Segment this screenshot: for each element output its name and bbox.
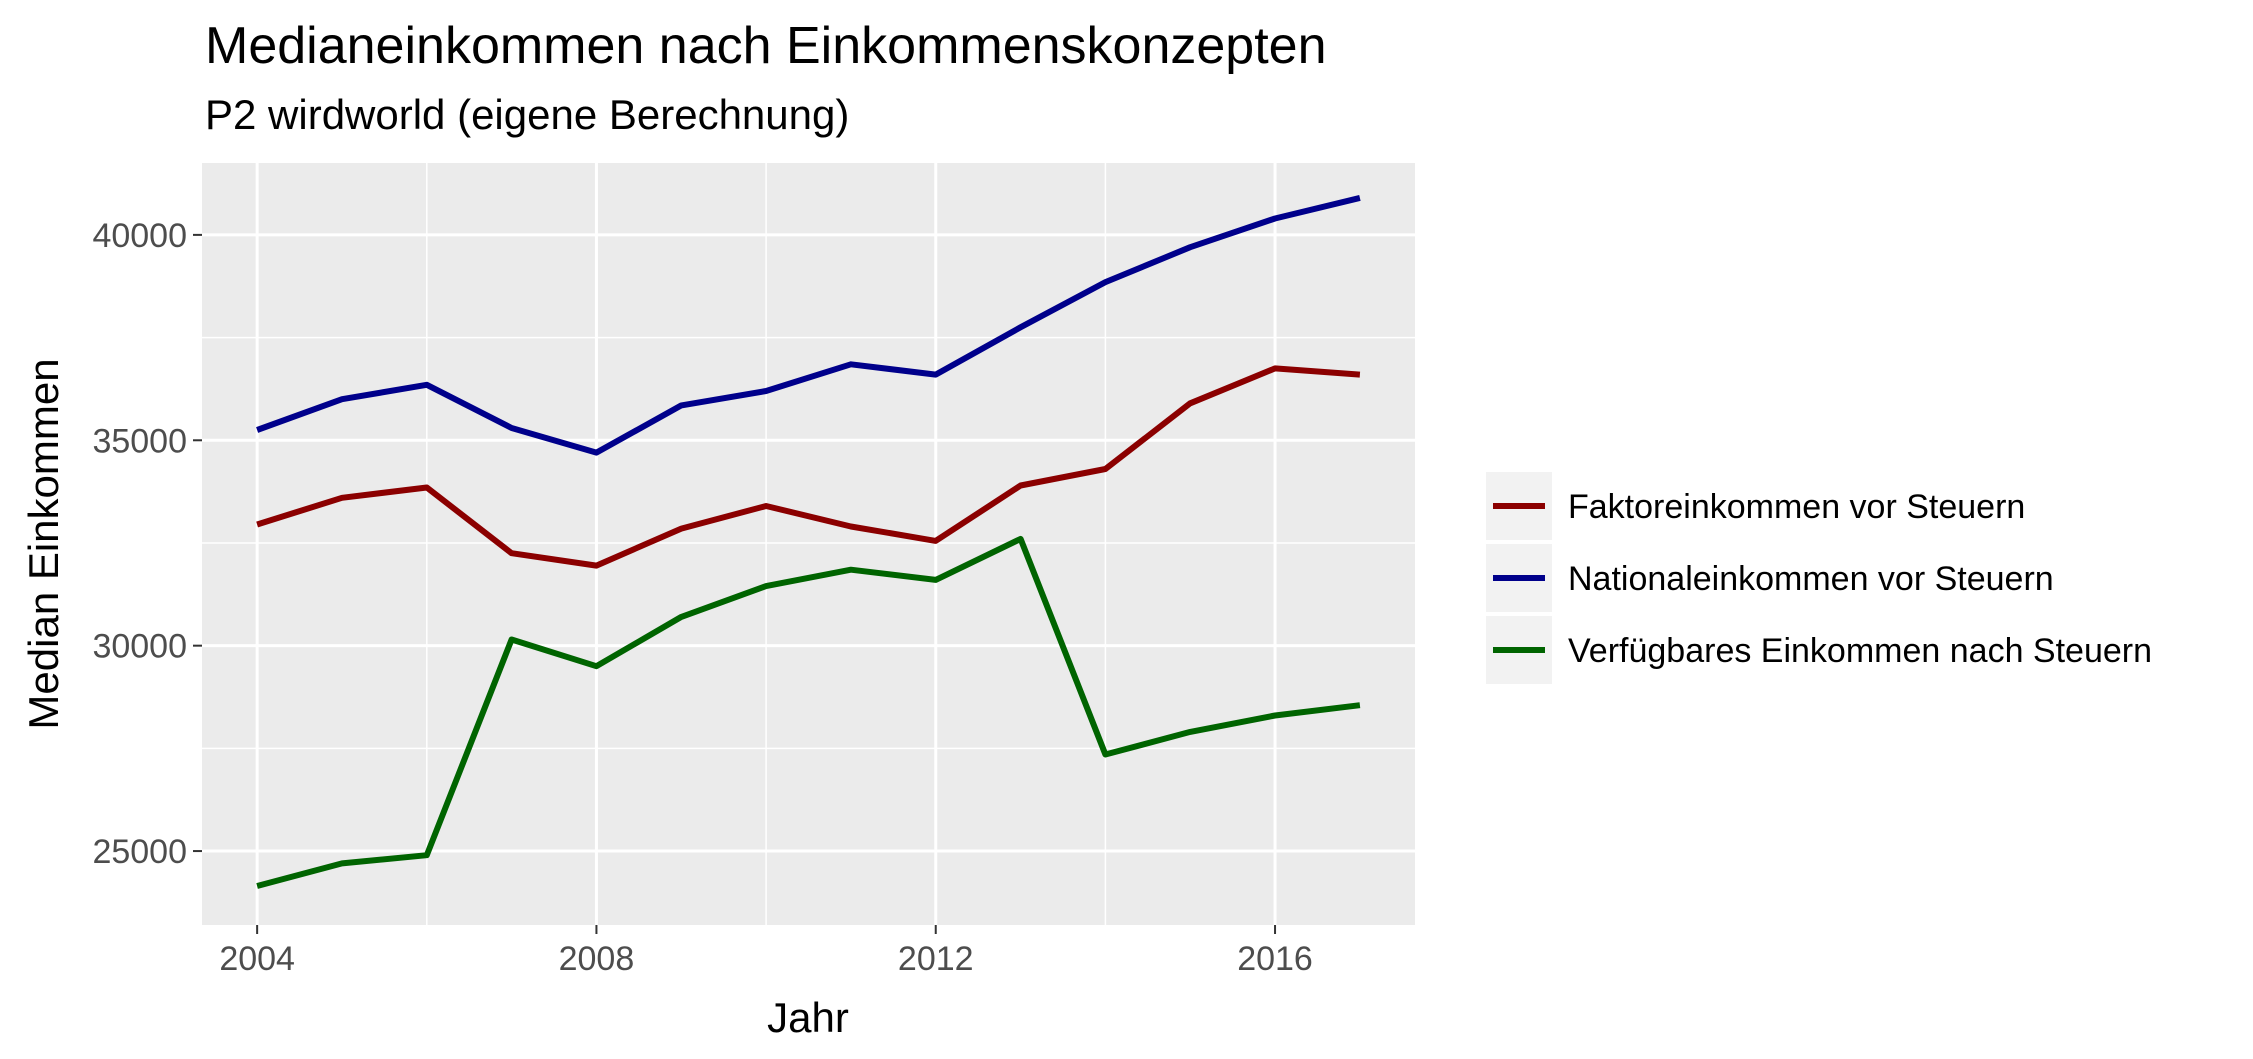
series-line-2	[256, 194, 1361, 456]
grid	[202, 163, 1415, 925]
x-axis-title: Jahr	[767, 994, 849, 1041]
x-tick-label: 2016	[1237, 940, 1313, 978]
series-line-1	[256, 365, 1361, 569]
y-tick-label: 30000	[92, 628, 187, 666]
x-tick-label: 2012	[898, 940, 974, 978]
plot-panel	[202, 163, 1415, 925]
legend-label: Nationaleinkommen vor Steuern	[1568, 560, 2054, 598]
series-line-3	[256, 535, 1361, 889]
series-lines	[256, 194, 1361, 889]
legend: Faktoreinkommen vor Steuern Nationaleinko…	[1486, 472, 2152, 684]
chart-title: Medianeinkommen nach Einkommenskonzepten	[205, 17, 1327, 75]
chart-subtitle: P2 wirdworld (eigene Berechnung)	[205, 91, 849, 138]
legend-label: Faktoreinkommen vor Steuern	[1568, 488, 2025, 526]
y-tick-label: 40000	[92, 217, 187, 255]
axis-ticks: 25000 30000 35000 40000 2004 2008 2012 2016	[92, 217, 1312, 978]
y-axis-title: Median Einkommen	[20, 358, 67, 729]
y-tick-label: 35000	[92, 422, 187, 460]
x-tick-label: 2004	[219, 940, 295, 978]
legend-label: Verfügbares Einkommen nach Steuern	[1568, 632, 2152, 670]
x-tick-label: 2008	[559, 940, 635, 978]
y-tick-label: 25000	[92, 833, 187, 871]
